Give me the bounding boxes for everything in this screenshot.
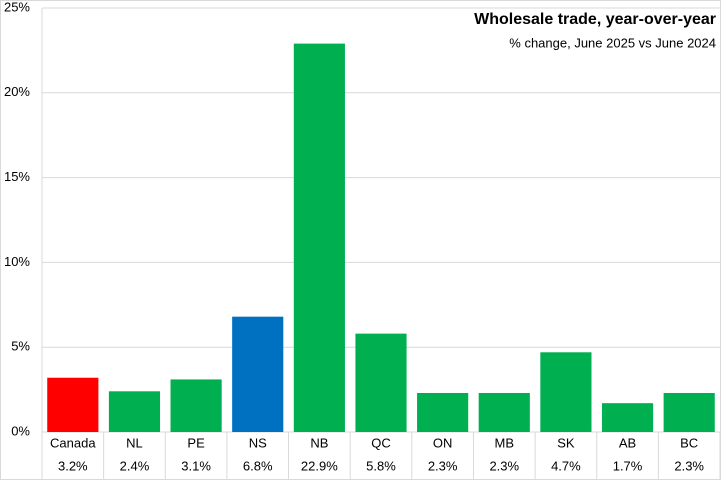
value-label: 2.3% (428, 458, 458, 473)
y-tick-label: 20% (4, 84, 30, 99)
chart-subtitle: % change, June 2025 vs June 2024 (509, 35, 716, 50)
value-label: 22.9% (301, 458, 338, 473)
chart-title: Wholesale trade, year-over-year (474, 11, 716, 28)
x-tick-label: PE (187, 435, 205, 450)
x-tick-label: NB (310, 435, 328, 450)
bar (663, 392, 715, 432)
value-label: 2.3% (489, 458, 519, 473)
bar (47, 377, 99, 432)
y-tick-label: 10% (4, 254, 30, 269)
bar (417, 392, 469, 432)
x-tick-label: AB (619, 435, 636, 450)
bar (293, 43, 345, 433)
y-tick-label: 15% (4, 169, 30, 184)
x-tick-label: SK (557, 435, 575, 450)
value-label: 2.3% (674, 458, 704, 473)
value-label: 2.4% (120, 458, 150, 473)
bar (170, 379, 222, 432)
bar (108, 391, 161, 432)
bar (478, 392, 530, 432)
x-tick-label: Canada (50, 435, 96, 450)
y-tick-label: 25% (4, 0, 30, 14)
x-tick-label: ON (433, 435, 453, 450)
x-tick-label: NL (126, 435, 143, 450)
value-label: 3.2% (58, 458, 88, 473)
y-tick-label: 5% (11, 339, 30, 354)
x-tick-label: NS (249, 435, 267, 450)
bar (355, 333, 407, 432)
value-label: 6.8% (243, 458, 273, 473)
bar (232, 316, 284, 432)
y-tick-label: 0% (11, 423, 30, 438)
x-tick-label: MB (495, 435, 515, 450)
x-tick-label: QC (371, 435, 391, 450)
value-label: 3.1% (181, 458, 211, 473)
bar (540, 352, 592, 432)
value-label: 5.8% (366, 458, 396, 473)
bar (601, 403, 654, 432)
value-label: 1.7% (613, 458, 643, 473)
x-tick-label: BC (680, 435, 698, 450)
value-label: 4.7% (551, 458, 581, 473)
